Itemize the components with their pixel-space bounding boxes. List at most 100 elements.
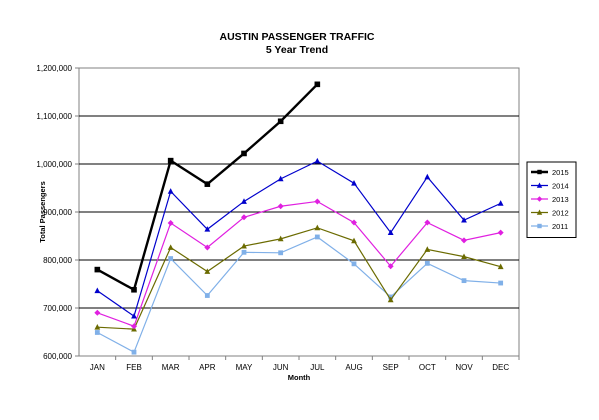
legend-swatch-marker: [537, 223, 542, 229]
legend-swatch-marker: [536, 196, 543, 202]
x-tick-label: DEC: [492, 363, 509, 372]
data-point-2014: [351, 180, 357, 186]
data-point-2014: [277, 175, 284, 182]
data-point-2011: [204, 293, 210, 298]
data-point-2013: [131, 323, 137, 330]
series-line-2012: [97, 227, 501, 330]
legend-label: 2011: [552, 222, 568, 231]
data-point-2011: [424, 260, 430, 266]
y-axis-label: Total Passengers: [38, 181, 47, 243]
data-point-2014: [424, 173, 431, 180]
data-point-2014: [94, 287, 101, 294]
x-tick-label: OCT: [419, 363, 436, 372]
x-axis-ticks: JAN FEB MAR APR MAY JUN JUL AUG SEP OCT NOV DEC: [90, 356, 520, 372]
legend-label: 2014: [552, 182, 569, 191]
legend-box: [526, 161, 577, 238]
x-tick-label: NOV: [455, 363, 473, 372]
data-point-2014: [204, 226, 211, 232]
data-point-2015: [241, 150, 247, 157]
data-point-2015: [131, 286, 137, 293]
data-point-2011: [498, 280, 504, 286]
data-point-2015: [204, 181, 211, 187]
data-point-2013: [167, 220, 174, 227]
chart-title: AUSTIN PASSENGER TRAFFIC: [220, 31, 375, 43]
legend-label: 2013: [552, 195, 569, 204]
x-tick-label: JUL: [310, 363, 325, 372]
y-tick-label: 700,000: [43, 304, 72, 313]
legend-label: 2015: [552, 168, 569, 177]
data-point-2012: [461, 253, 467, 260]
legend: 2015 2014 2013 2012 2011: [526, 161, 577, 238]
data-point-2012: [167, 244, 174, 250]
data-point-2015: [277, 118, 284, 125]
legend-swatch-marker: [536, 182, 543, 188]
series-2013: [94, 198, 504, 330]
data-point-2011: [461, 278, 467, 284]
data-point-2011: [314, 234, 320, 240]
data-point-2013: [314, 198, 321, 205]
data-point-2012: [314, 224, 321, 231]
legend-item-2015: 2015: [531, 168, 569, 177]
data-point-2012: [204, 268, 211, 274]
data-point-2014: [461, 216, 467, 223]
data-point-2013: [387, 263, 394, 270]
data-point-2013: [351, 219, 357, 226]
data-point-2013: [497, 229, 504, 236]
data-point-2011: [351, 261, 357, 267]
data-point-2013: [204, 244, 211, 251]
y-tick-label: 600,000: [43, 352, 72, 361]
x-tick-label: APR: [199, 363, 216, 372]
y-tick-label: 1,200,000: [36, 64, 72, 73]
x-tick-label: JAN: [90, 363, 105, 372]
data-point-2011: [131, 349, 137, 355]
series-2015: [94, 81, 321, 293]
legend-item-2011: 2011: [531, 222, 568, 231]
data-point-2014: [314, 157, 321, 164]
series-2011: [94, 234, 504, 355]
y-tick-label: 900,000: [43, 208, 72, 217]
data-point-2014: [131, 312, 137, 319]
legend-swatch-marker: [537, 169, 542, 175]
data-point-2012: [94, 324, 101, 330]
gridlines: [79, 115, 519, 309]
data-point-2015: [167, 157, 174, 164]
data-point-2014: [241, 198, 247, 204]
legend-item-2013: 2013: [531, 195, 569, 204]
y-tick-label: 1,100,000: [36, 112, 72, 121]
legend-label: 2012: [552, 209, 569, 218]
x-tick-label: JUN: [273, 363, 289, 372]
legend-swatch-marker: [536, 209, 543, 215]
data-point-2014: [167, 188, 174, 194]
legend-item-2014: 2014: [531, 182, 569, 191]
data-point-2011: [94, 330, 100, 335]
data-point-2012: [241, 242, 247, 249]
data-point-2012: [351, 237, 357, 244]
chart-subtitle: 5 Year Trend: [266, 44, 328, 56]
data-point-2011: [278, 250, 284, 256]
series-2014: [94, 157, 504, 319]
data-point-2014: [387, 229, 394, 236]
data-point-2013: [424, 219, 431, 226]
data-point-2013: [94, 309, 101, 316]
data-point-2012: [277, 235, 284, 242]
data-point-2013: [277, 203, 284, 210]
y-axis-ticks: 600,000 700,000 800,000 900,000 1,000,000 1,1…: [36, 64, 79, 361]
series-line-2014: [96, 160, 501, 318]
x-tick-label: FEB: [126, 363, 142, 372]
x-tick-label: MAR: [162, 363, 180, 372]
data-point-2013: [461, 237, 467, 244]
data-point-2012: [424, 246, 431, 252]
data-point-2012: [387, 296, 394, 303]
x-tick-label: AUG: [345, 363, 362, 372]
x-tick-label: MAY: [236, 363, 253, 372]
legend-item-2012: 2012: [531, 209, 569, 218]
data-point-2015: [314, 81, 321, 88]
data-point-2011: [241, 249, 247, 255]
y-tick-label: 800,000: [43, 256, 72, 265]
data-point-2011: [168, 256, 174, 261]
series-group: [94, 81, 504, 355]
data-point-2012: [497, 263, 504, 270]
x-axis-label: Month: [288, 373, 311, 382]
x-tick-label: SEP: [383, 363, 399, 372]
